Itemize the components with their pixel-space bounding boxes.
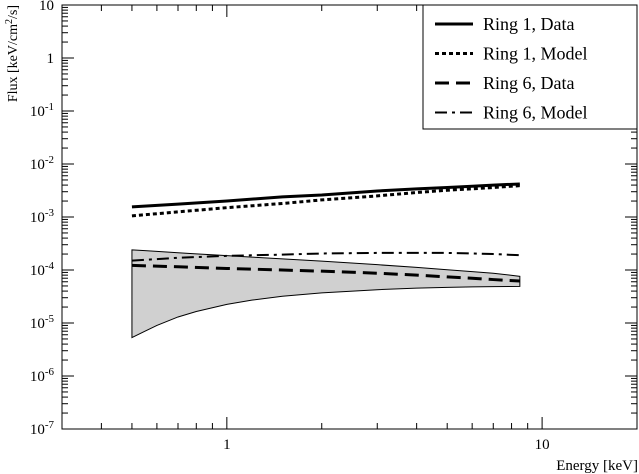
x-tick-label: 1 [223, 437, 231, 453]
series-line-2 [131, 184, 520, 218]
y-tick-label: 10-7 [30, 419, 55, 438]
y-tick-base: 10 [30, 422, 45, 438]
y-tick-exponent: -5 [45, 313, 55, 325]
y-tick-exponent: -3 [45, 207, 55, 219]
y-tick-label: 10 [39, 0, 54, 14]
y-tick-label: 1 [47, 51, 55, 67]
y-tick-base: 1 [47, 51, 55, 67]
y-tick-label: 10-4 [30, 260, 55, 279]
y-axis-label-main: Flux [keV/cm [6, 24, 21, 102]
series-layer [131, 182, 520, 283]
legend-label-4: Ring 6, Model [483, 103, 588, 123]
x-tick-label: 10 [535, 437, 550, 453]
y-tick-exponent: -2 [45, 154, 54, 166]
y-tick-label: 10-1 [30, 101, 54, 120]
y-tick-base: 10 [39, 0, 54, 14]
series-line-3 [131, 263, 520, 283]
y-axis-label-sup: 2 [4, 19, 15, 24]
y-axis-label: Flux [keV/cm2/s] [4, 5, 21, 102]
y-tick-base: 10 [30, 210, 45, 226]
legend: Ring 1, Data Ring 1, Model Ring 6, Data Rin… [422, 4, 638, 130]
ring-6-error-band [131, 249, 521, 339]
y-tick-base: 10 [30, 157, 45, 173]
y-tick-base: 10 [30, 369, 45, 385]
legend-label-1: Ring 1, Data [483, 14, 575, 34]
x-axis-label: Energy [keV] [556, 458, 638, 474]
y-tick-label: 10-3 [30, 207, 55, 226]
legend-label-3: Ring 6, Data [483, 73, 575, 93]
y-tick-exponent: -1 [45, 101, 54, 113]
legend-label-2: Ring 1, Model [483, 44, 588, 64]
error-band-layer [131, 249, 521, 339]
y-tick-label: 10-5 [30, 313, 55, 332]
y-tick-exponent: -6 [45, 366, 55, 378]
y-tick-exponent: -7 [45, 419, 55, 431]
y-tick-label: 10-6 [30, 366, 55, 385]
y-axis-label-tail: /s] [6, 5, 21, 19]
y-tick-label: 10-2 [30, 154, 54, 173]
series-line-4 [131, 251, 520, 262]
y-tick-base: 10 [30, 263, 45, 279]
y-tick-exponent: -4 [45, 260, 55, 272]
y-tick-base: 10 [30, 316, 45, 332]
series-line-1 [131, 182, 520, 209]
legend-box [422, 4, 638, 130]
y-tick-base: 10 [30, 104, 45, 120]
